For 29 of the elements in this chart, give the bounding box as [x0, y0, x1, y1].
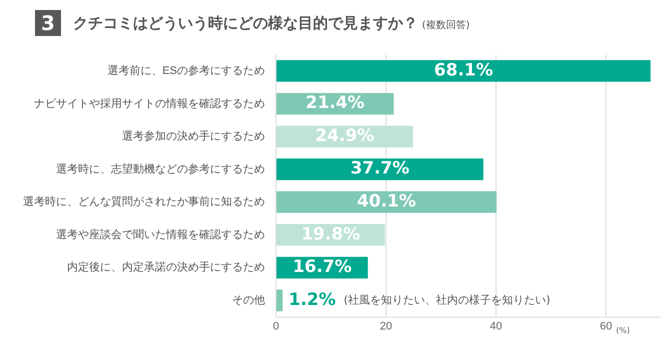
- y-tick-label: 選考や座談会で聞いた情報を確認するため: [56, 228, 265, 241]
- data-label: 16.7%: [292, 257, 352, 278]
- bar: [276, 290, 283, 312]
- chart-title: クチコミはどういう時にどの様な目的で見ますか？: [73, 14, 418, 32]
- y-tick-label: その他: [232, 294, 265, 306]
- x-tick-label: 20: [380, 320, 392, 332]
- chart-subtitle: (複数回答): [422, 18, 470, 32]
- x-tick-label: 0: [272, 320, 280, 332]
- y-tick-label: 選考時に、志望動機などの参考にするため: [56, 162, 265, 176]
- data-label: 21.4%: [306, 93, 365, 114]
- bar: [276, 60, 651, 82]
- data-label: 1.2%: [288, 290, 336, 310]
- data-label: 24.9%: [315, 126, 374, 146]
- y-tick-label: 選考参加の決め手にするため: [122, 130, 265, 143]
- bar: [276, 158, 484, 180]
- data-label: 68.1%: [434, 60, 494, 80]
- y-tick-label: 選考時に、どんな質問がされたか事前に知るため: [23, 195, 265, 208]
- annotation: (社風を知りたい、社内の様子を知りたい): [344, 293, 550, 306]
- data-label: 19.8%: [301, 224, 360, 244]
- y-tick-label: ナビサイトや採用サイトの情報を確認するため: [34, 96, 265, 110]
- x-tick-label: 60: [600, 320, 612, 332]
- x-axis-title: (%): [616, 326, 630, 335]
- y-tick-label: 選考前に、ESの参考にするため: [107, 64, 265, 78]
- text: 3: [35, 10, 61, 36]
- y-tick-label: 内定後に、内定承諾の決め手にするため: [67, 260, 265, 274]
- bar: [276, 191, 497, 213]
- data-label: 37.7%: [350, 158, 410, 179]
- data-label: 40.1%: [357, 192, 416, 212]
- x-tick-label: 40: [490, 320, 502, 332]
